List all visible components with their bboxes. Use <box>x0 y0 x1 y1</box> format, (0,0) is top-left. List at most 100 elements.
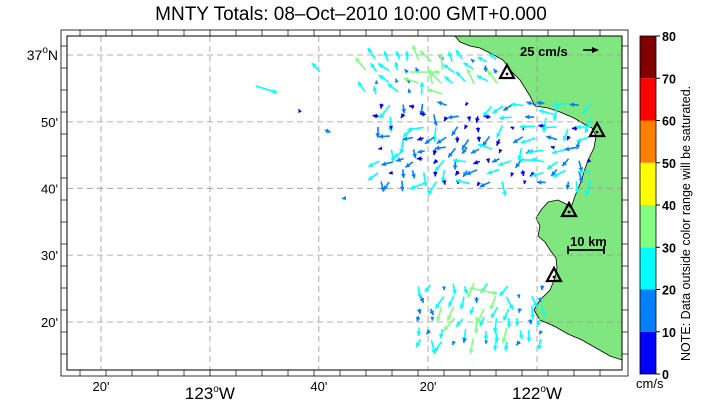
lon-label: 122oW <box>512 384 562 403</box>
colorbar-tick-label: 70 <box>662 72 676 86</box>
current-vector <box>382 181 390 191</box>
current-vector <box>483 330 489 340</box>
current-vector <box>462 337 467 343</box>
current-vector <box>395 50 401 60</box>
current-vector <box>455 49 463 60</box>
current-vector <box>454 170 460 176</box>
current-vector <box>565 181 571 190</box>
current-vector <box>443 63 456 74</box>
current-vector <box>407 126 424 132</box>
current-vector <box>459 296 465 310</box>
current-vector <box>576 124 591 130</box>
current-vector <box>572 126 578 131</box>
current-vector <box>479 181 491 188</box>
current-vector <box>432 149 438 156</box>
current-vector <box>388 116 393 133</box>
current-vector <box>434 296 445 309</box>
current-vector <box>512 136 524 144</box>
current-vector <box>550 145 555 150</box>
current-vector <box>404 68 409 74</box>
current-vector <box>517 308 522 313</box>
current-vector <box>394 61 399 71</box>
current-vector <box>451 126 459 137</box>
colorbar-segment <box>640 289 656 332</box>
current-vector <box>564 146 577 152</box>
current-vector <box>444 75 454 85</box>
current-vector <box>576 135 591 143</box>
map-title: MNTY Totals: 08–Oct–2010 10:00 GMT+0.000 <box>155 4 547 25</box>
current-vector <box>395 157 404 162</box>
current-vector <box>441 286 446 291</box>
current-vector <box>541 125 557 130</box>
current-vector <box>437 101 447 106</box>
current-vector <box>419 296 425 304</box>
current-vector <box>527 319 533 325</box>
current-vector <box>527 149 544 155</box>
colorbar-segment <box>640 247 656 290</box>
current-vector <box>412 149 417 159</box>
lat-label: 50' <box>41 115 58 130</box>
map-frame <box>66 35 623 371</box>
current-vector <box>525 114 535 120</box>
colorbar-tick-label: 50 <box>662 157 676 171</box>
current-vector <box>436 306 443 322</box>
current-vector <box>577 169 591 175</box>
current-vector <box>387 83 399 93</box>
current-vector <box>540 304 547 317</box>
current-vector <box>381 161 393 167</box>
current-vector <box>447 51 453 62</box>
current-vector <box>463 286 468 295</box>
colorbar-note: NOTE: Data outside color range will be s… <box>679 86 693 361</box>
station-marker <box>560 200 578 218</box>
scale-bar <box>567 246 605 254</box>
current-vector <box>432 171 438 177</box>
current-vector <box>470 58 476 64</box>
current-vector <box>410 69 440 75</box>
current-vector <box>518 157 534 163</box>
current-vector <box>416 327 422 337</box>
current-vector <box>540 285 545 291</box>
current-vector <box>526 101 537 106</box>
current-vector <box>470 148 480 154</box>
station-marker <box>498 62 516 80</box>
current-vector <box>490 306 499 319</box>
current-vector <box>455 318 464 328</box>
current-vector <box>536 100 545 106</box>
current-vector <box>438 328 444 339</box>
current-vector <box>546 135 558 141</box>
colorbar-tick-label: 80 <box>662 30 676 44</box>
station-marker <box>588 120 606 138</box>
current-vector <box>388 125 393 130</box>
current-vector <box>401 104 407 114</box>
station-marker <box>545 265 563 283</box>
radar-stations <box>498 62 606 283</box>
frame-ticks <box>61 30 628 376</box>
current-vector <box>502 308 510 321</box>
current-vector <box>492 105 504 114</box>
current-vector <box>461 139 470 150</box>
current-vector <box>466 68 475 85</box>
current-vector <box>531 296 538 308</box>
current-vector <box>429 308 435 316</box>
current-vector <box>486 168 500 175</box>
current-vector <box>394 78 399 83</box>
current-vector <box>367 47 376 60</box>
current-vector <box>378 146 383 151</box>
current-vector <box>443 116 449 122</box>
current-vector <box>484 114 491 120</box>
current-vector <box>561 158 570 167</box>
current-vector <box>473 159 481 165</box>
current-vector <box>466 116 472 121</box>
current-vector <box>419 111 426 117</box>
current-vector <box>430 340 437 355</box>
lon-label: 40' <box>310 379 327 394</box>
current-vector <box>341 195 347 201</box>
current-vector <box>505 296 514 310</box>
current-vector <box>502 104 513 112</box>
current-vector <box>537 297 543 303</box>
current-vector <box>477 56 488 63</box>
current-vector <box>482 105 493 118</box>
current-vector <box>474 296 479 303</box>
colorbar-tick-label: 20 <box>662 284 676 298</box>
